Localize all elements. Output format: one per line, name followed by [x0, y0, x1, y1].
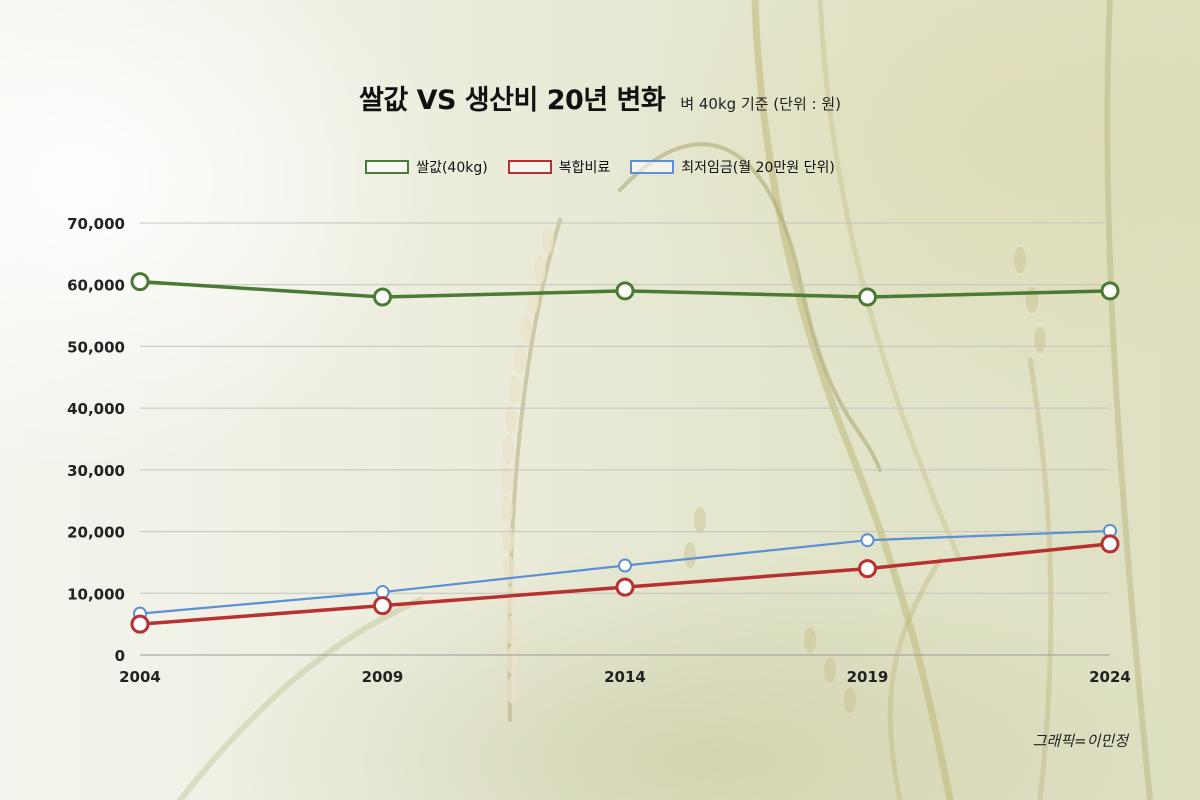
y-tick-label: 40,000 [67, 400, 125, 418]
legend-item-rice: 쌀값(40kg) [365, 157, 488, 177]
data-point-rice [1100, 281, 1120, 301]
x-tick-label: 2004 [119, 668, 161, 686]
x-tick-label: 2009 [362, 668, 404, 686]
y-tick-label: 10,000 [67, 585, 125, 603]
data-point-fertilizer [858, 559, 877, 579]
legend-swatch-wage [630, 160, 675, 174]
data-point-rice [373, 287, 392, 307]
legend-item-wage: 최저임금(월 20만원 단위) [630, 157, 835, 177]
x-tick-label: 2019 [847, 668, 889, 686]
legend-swatch-fertilizer [507, 160, 552, 174]
chart-subtitle: 벼 40kg 기준 (단위 : 원) [680, 95, 842, 113]
data-point-wage [618, 558, 632, 573]
legend-swatch-rice [365, 160, 410, 174]
data-point-fertilizer [615, 577, 635, 597]
y-tick-label: 60,000 [67, 277, 125, 295]
data-point-rice [615, 281, 635, 301]
legend-label-rice: 쌀값(40kg) [416, 160, 488, 176]
y-tick-label: 30,000 [67, 462, 125, 480]
graphic-credit: 그래픽=이민정 [1032, 732, 1128, 750]
title-row: 쌀값 VS 생산비 20년 변화 벼 40kg 기준 (단위 : 원) [0, 78, 1200, 117]
legend-label-fertilizer: 복합비료 [558, 160, 611, 176]
legend-item-fertilizer: 복합비료 [507, 157, 611, 177]
data-point-fertilizer [1100, 534, 1120, 554]
data-point-fertilizer [130, 614, 150, 634]
data-point-fertilizer [373, 596, 392, 616]
chart-legend: 쌀값(40kg) 복합비료 최저임금(월 20만원 단위) [0, 157, 1200, 177]
y-tick-label: 70,000 [67, 215, 125, 233]
y-tick-label: 50,000 [67, 338, 125, 356]
y-tick-label: 0 [115, 647, 125, 665]
x-tick-label: 2024 [1089, 668, 1131, 686]
y-tick-label: 20,000 [67, 524, 125, 542]
chart-title: 쌀값 VS 생산비 20년 변화 [358, 85, 666, 116]
data-point-rice [130, 272, 150, 292]
data-point-rice [858, 287, 877, 307]
x-tick-label: 2014 [604, 668, 646, 686]
legend-label-wage: 최저임금(월 20만원 단위) [681, 160, 835, 176]
data-point-wage [860, 533, 875, 548]
